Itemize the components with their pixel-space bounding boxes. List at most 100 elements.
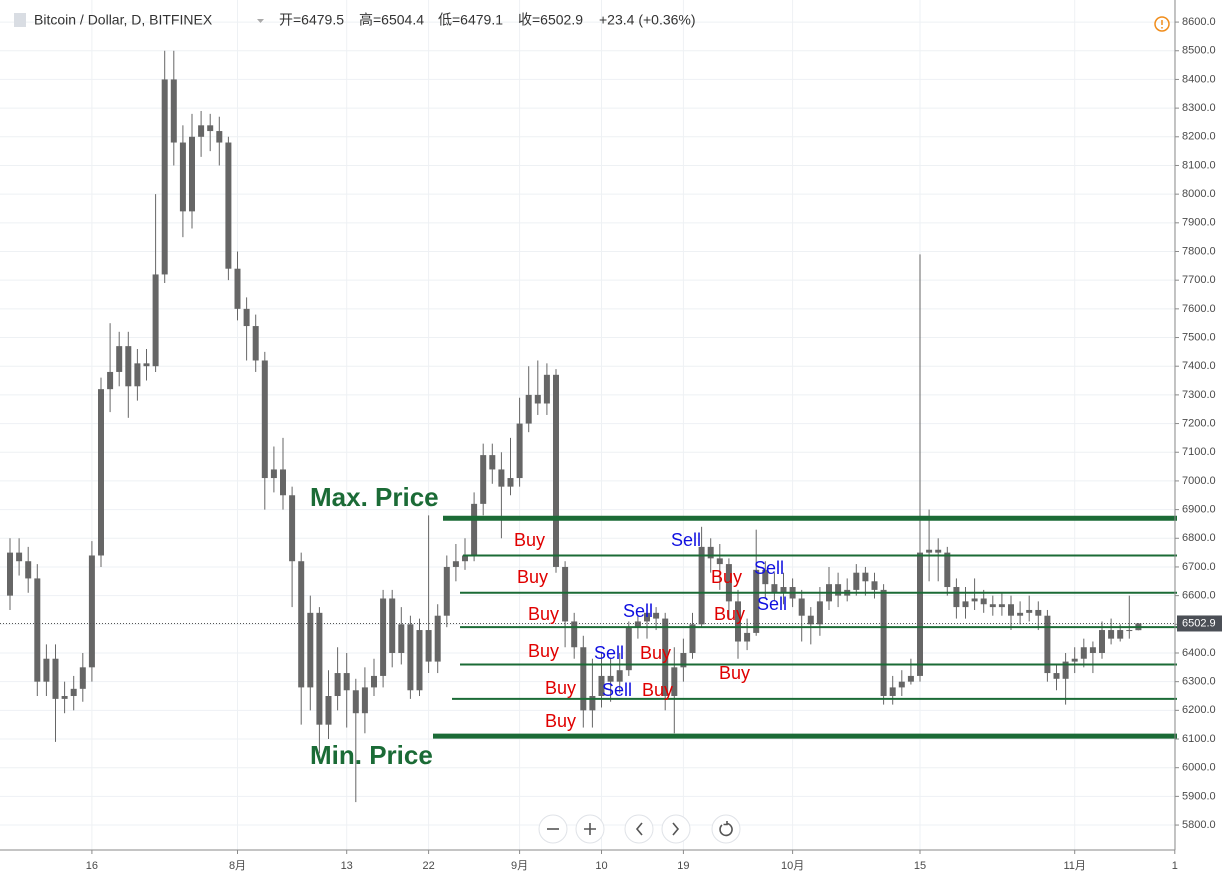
y-tick-label: 6800.0 <box>1182 532 1216 544</box>
candle-body <box>407 624 414 691</box>
candle-body <box>989 604 996 608</box>
symbol: Bitcoin / Dollar, D, BITFINEX <box>34 12 213 28</box>
candle-body <box>917 552 923 676</box>
candle-body <box>270 469 277 479</box>
candle-body <box>771 584 778 593</box>
dropdown[interactable] <box>257 19 264 23</box>
candle-body <box>898 681 905 688</box>
candle-body <box>716 558 723 565</box>
candle-body <box>98 389 104 556</box>
scroll-right[interactable] <box>661 814 691 844</box>
y-tick-label: 5900.0 <box>1182 790 1216 802</box>
plot: Max. Price Min. Price Buy Buy Buy Buy Buy Buy Bu… <box>0 50 1177 803</box>
candle-body <box>298 561 305 688</box>
ohlc-close: 收=6502.9 <box>518 12 583 28</box>
annotation: Buy <box>545 711 576 731</box>
last-price-box <box>1177 615 1222 632</box>
x-tick-label: 9月 <box>511 860 528 872</box>
ohlc-low: 低=6479.1 <box>438 12 503 28</box>
annotation: Sell <box>602 680 632 700</box>
y-tick-label: 7500.0 <box>1182 331 1216 343</box>
candle-body <box>170 79 177 143</box>
alert-icon[interactable] <box>1154 16 1170 32</box>
candle-body <box>234 268 241 309</box>
annotation: Sell <box>757 594 787 614</box>
candle-body <box>498 469 505 487</box>
candle-body <box>835 584 842 596</box>
annotation: Buy <box>642 680 673 700</box>
candle-body <box>562 566 569 622</box>
candle-body <box>88 555 95 668</box>
candle-body <box>807 615 814 625</box>
candle-body <box>43 658 50 682</box>
candle-body <box>653 612 660 619</box>
reset[interactable] <box>711 814 741 844</box>
annotation: Min. Price <box>310 740 433 770</box>
candle-body <box>325 696 332 725</box>
candle-body <box>553 374 559 567</box>
candle-body <box>116 346 123 372</box>
y-tick-label: 7900.0 <box>1182 217 1216 229</box>
x-tick-label: 22 <box>422 860 434 872</box>
scroll-right-icon <box>672 822 680 836</box>
candle-body <box>416 630 423 691</box>
candle-body <box>953 587 960 608</box>
candle-body <box>389 598 396 653</box>
x-tick-label: 8月 <box>229 860 246 872</box>
candle-body <box>70 688 77 697</box>
y-tick-label: 7100.0 <box>1182 446 1216 458</box>
candle-body <box>198 125 205 137</box>
y-tick-label: 6400.0 <box>1182 647 1216 659</box>
candle-body <box>1089 647 1096 653</box>
candle-body <box>644 612 650 622</box>
y-tick-label: 8300.0 <box>1182 102 1216 114</box>
symbol-icon <box>14 13 26 27</box>
candle-body <box>1017 612 1024 616</box>
candle-body <box>471 503 478 556</box>
candle-body <box>425 630 432 662</box>
candle-body <box>34 578 41 682</box>
candle-body <box>516 423 523 479</box>
candle-body <box>889 687 896 697</box>
candle-body <box>343 673 350 691</box>
candle-body <box>189 136 195 212</box>
scroll-left[interactable] <box>624 814 654 844</box>
annotation: Buy <box>528 641 559 661</box>
candle-body <box>52 658 59 699</box>
candle-body <box>680 652 687 668</box>
annotation: Buy <box>714 604 745 624</box>
candle-body <box>816 601 823 625</box>
candle-body <box>725 564 732 602</box>
candle-body <box>1117 630 1124 639</box>
ohlc-high: 高=6504.4 <box>359 12 424 28</box>
x-tick-label: 15 <box>914 860 926 872</box>
candle-body <box>1053 673 1060 679</box>
navigation <box>538 814 741 844</box>
candle-body <box>1026 609 1033 613</box>
candle-body <box>352 690 359 714</box>
x-tick-label: 10月 <box>781 860 804 872</box>
candle-body <box>480 455 487 504</box>
last-price-label: 6502.9 <box>1182 617 1216 629</box>
candle-body <box>571 621 578 648</box>
candle-body <box>1008 604 1014 616</box>
candle-body <box>880 589 887 697</box>
candle-body <box>371 675 377 688</box>
alert-circle <box>1154 16 1170 32</box>
y-tick-label: 6600.0 <box>1182 590 1216 602</box>
candle-body <box>434 615 441 662</box>
annotation: Buy <box>545 678 576 698</box>
candle-body <box>1062 661 1069 679</box>
y-tick-label: 7700.0 <box>1182 274 1216 286</box>
candle-body <box>534 394 541 404</box>
candle-body <box>862 572 869 582</box>
candle-body <box>580 647 587 711</box>
candle-body <box>107 371 114 390</box>
candle-body <box>216 131 223 143</box>
y-tick-label: 8600.0 <box>1182 16 1216 28</box>
candle-body <box>152 274 159 367</box>
candle-body <box>489 455 496 470</box>
candle-body <box>1071 658 1078 662</box>
